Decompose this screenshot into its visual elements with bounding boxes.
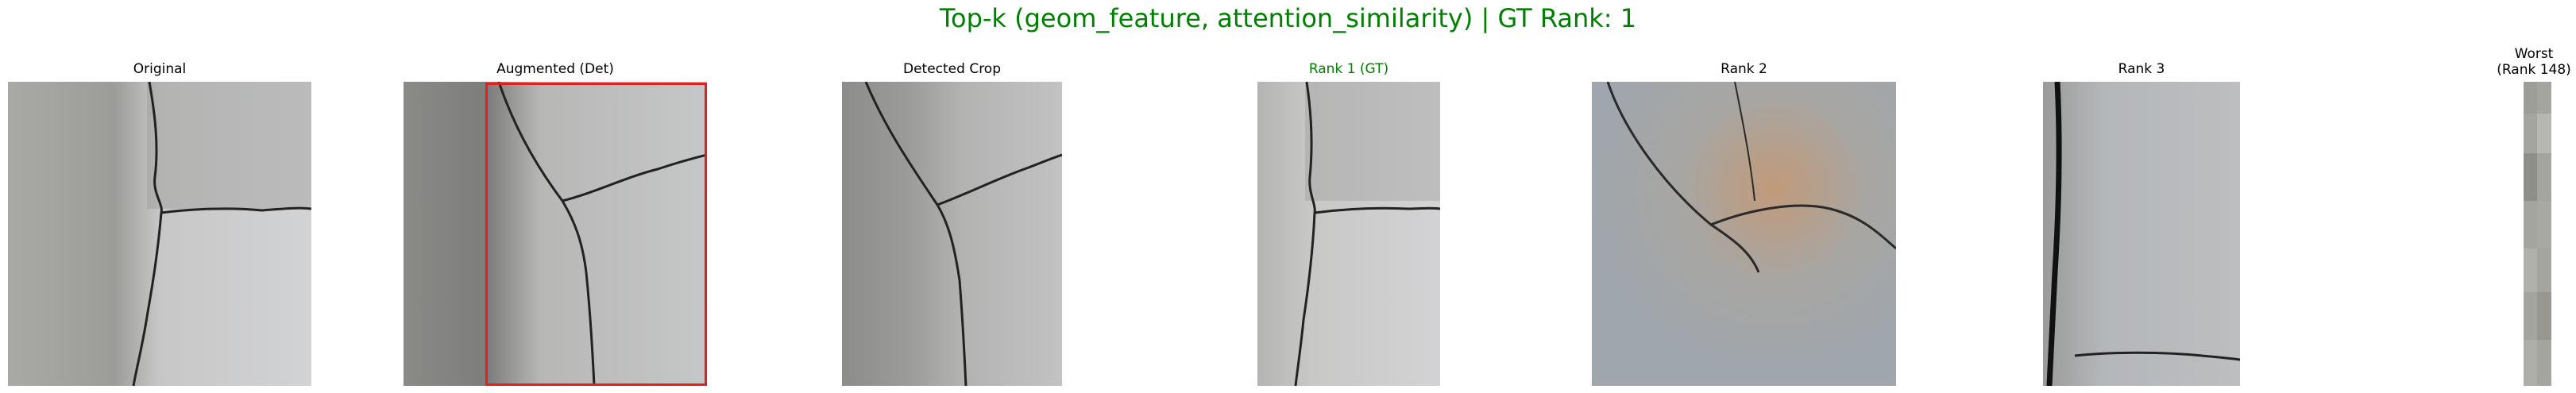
panel-title-rank2: Rank 2 <box>1721 61 1767 77</box>
rank2-image <box>1592 82 1896 386</box>
worst-image <box>2524 82 2551 386</box>
rank3-image <box>2043 82 2240 386</box>
panel-title-rank3: Rank 3 <box>2118 61 2165 77</box>
panel-title-original: Original <box>133 61 187 77</box>
detection-bounding-box <box>485 83 707 386</box>
rank1-image <box>1257 82 1440 386</box>
augmented-image <box>404 82 707 386</box>
original-image <box>8 82 311 386</box>
panel-title-rank1: Rank 1 (GT) <box>1308 61 1389 77</box>
detected-crop-image <box>842 82 1062 386</box>
figure-title: Top-k (geom_feature, attention_similarit… <box>939 3 1637 33</box>
worst-title-line2: (Rank 148) <box>2497 62 2571 78</box>
panel-title-augmented: Augmented (Det) <box>496 61 614 77</box>
panel-title-worst: Worst (Rank 148) <box>2494 46 2574 78</box>
panel-title-detected: Detected Crop <box>902 61 1002 77</box>
worst-title-line1: Worst <box>2514 46 2554 62</box>
